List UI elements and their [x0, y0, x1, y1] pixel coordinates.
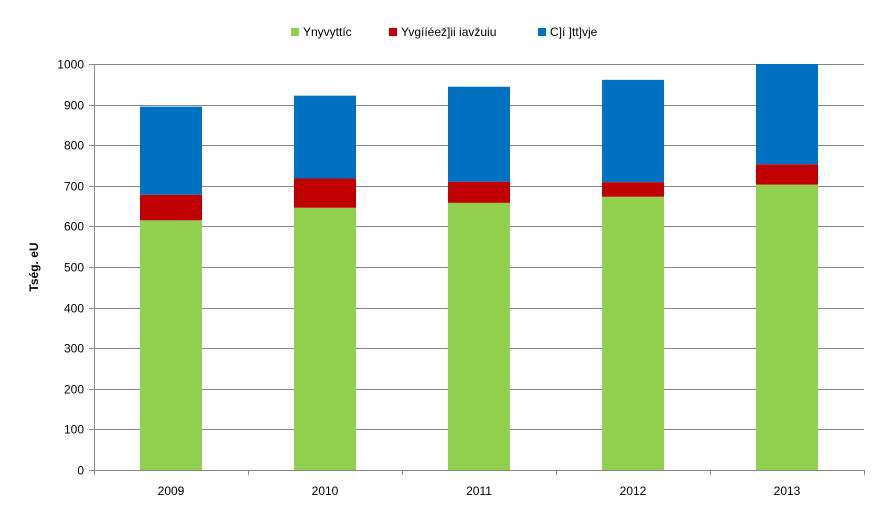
- legend-label: Yvgííéež]ii iavžuiu: [401, 25, 496, 39]
- legend: Ynyvyttíc Yvgííéež]ii iavžuiu C]í ]tt]vje: [291, 25, 598, 39]
- y-tick-label: 500: [64, 261, 84, 275]
- x-tick-label: 2009: [158, 484, 185, 498]
- y-tick-label: 300: [64, 342, 84, 356]
- legend-entry-1: Yvgííéež]ii iavžuiu: [389, 25, 496, 39]
- y-tick-label: 0: [77, 464, 84, 478]
- axes: [89, 64, 865, 475]
- legend-label: Ynyvyttíc: [303, 25, 352, 39]
- bar-segment-1-2009: [140, 194, 202, 221]
- x-tick-label: 2011: [466, 484, 492, 498]
- x-tick-label: 2013: [774, 484, 801, 498]
- bars: [140, 64, 818, 471]
- bar-segment-0-2013: [756, 184, 818, 470]
- bar-segment-0-2011: [448, 202, 510, 471]
- bar-segment-0-2010: [294, 207, 356, 470]
- y-tick-label: 400: [64, 302, 84, 316]
- x-tick-label: 2010: [312, 484, 339, 498]
- bar-segment-0-2009: [140, 220, 202, 470]
- bar-segment-1-2012: [602, 182, 664, 197]
- bar-segment-1-2011: [448, 181, 510, 203]
- y-tick-label: 200: [64, 383, 84, 397]
- bar-segment-1-2010: [294, 178, 356, 208]
- bar-segment-2-2013: [756, 64, 818, 165]
- bar-segment-1-2013: [756, 164, 818, 185]
- legend-label: C]í ]tt]vje: [550, 25, 598, 39]
- bar-segment-2-2010: [294, 95, 356, 179]
- y-tick-label: 1000: [57, 58, 84, 72]
- bar-segment-2-2011: [448, 86, 510, 182]
- bar-segment-2-2012: [602, 79, 664, 183]
- y-axis-title: Tség. eU: [27, 242, 41, 291]
- x-tick-label: 2012: [620, 484, 647, 498]
- legend-swatch: [291, 28, 299, 36]
- y-tick-label: 100: [64, 423, 84, 437]
- x-tick-labels: 2009 2010 2011 2012 2013: [158, 484, 801, 498]
- y-tick-labels: 0 100 200 300 400 500 600 700 800 900 1000: [57, 58, 84, 478]
- legend-swatch: [389, 28, 397, 36]
- y-tick-label: 900: [64, 99, 84, 113]
- y-tick-label: 600: [64, 220, 84, 234]
- legend-entry-0: Ynyvyttíc: [291, 25, 352, 39]
- bar-segment-2-2009: [140, 106, 202, 195]
- bar-segment-0-2012: [602, 196, 664, 470]
- y-tick-label: 800: [64, 139, 84, 153]
- legend-swatch: [538, 28, 546, 36]
- legend-entry-2: C]í ]tt]vje: [538, 25, 598, 39]
- y-tick-label: 700: [64, 180, 84, 194]
